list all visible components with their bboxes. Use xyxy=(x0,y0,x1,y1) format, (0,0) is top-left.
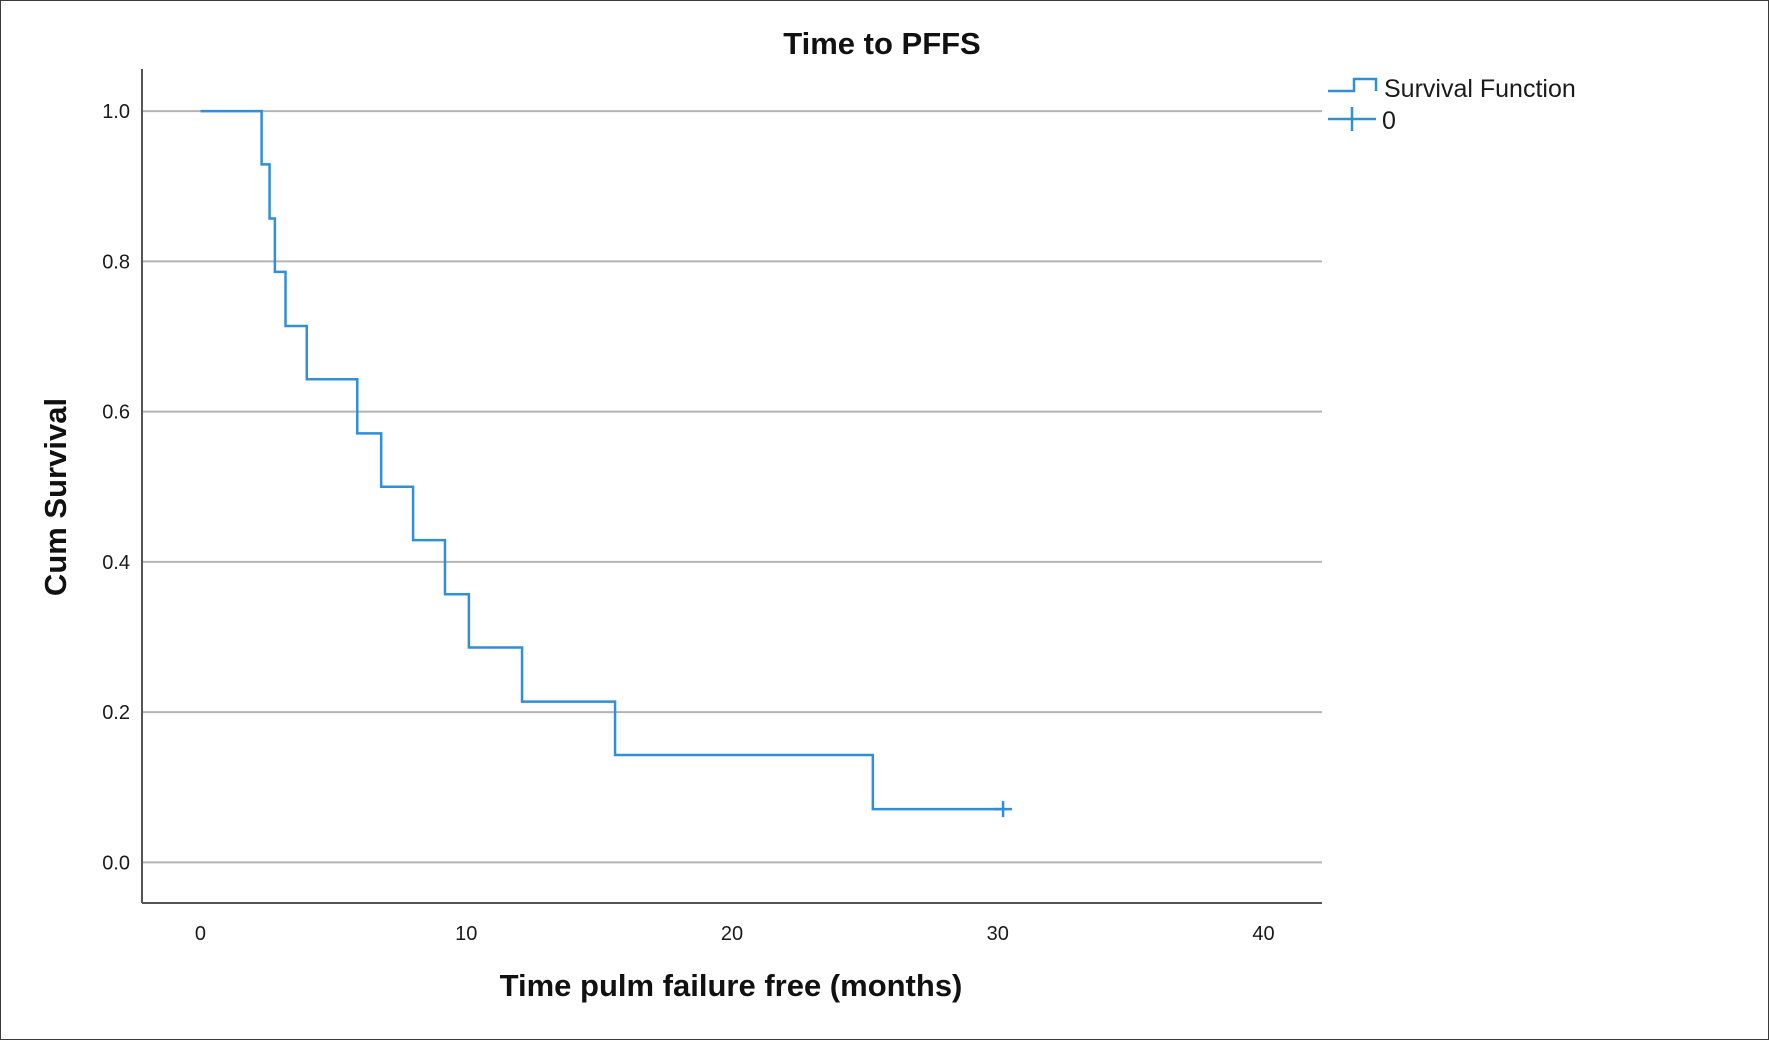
x-tick-label: 40 xyxy=(1252,923,1274,945)
x-tick-label: 0 xyxy=(195,923,206,945)
y-axis-title: Cum Survival xyxy=(38,398,73,596)
x-axis-title: Time pulm failure free (months) xyxy=(500,968,963,1003)
legend-label-censored: 0 xyxy=(1382,107,1396,135)
legend-label-survival-function: Survival Function xyxy=(1384,75,1576,103)
x-tick-label: 20 xyxy=(721,923,743,945)
y-tick-label: 0.8 xyxy=(102,251,130,273)
legend-censor-icon xyxy=(1328,107,1376,131)
legend-item-censored: 0 xyxy=(1328,107,1396,135)
survival-step-line xyxy=(200,109,1004,811)
x-tick-label: 10 xyxy=(455,923,477,945)
grid-lines xyxy=(142,110,1322,864)
chart-title: Time to PFFS xyxy=(783,26,981,61)
x-tick-labels: 0 10 20 30 40 xyxy=(195,923,1275,945)
x-tick-label: 30 xyxy=(987,923,1009,945)
legend-step-icon xyxy=(1328,77,1378,93)
legend-item-survival-function: Survival Function xyxy=(1328,75,1576,103)
censor-mark xyxy=(994,801,1013,818)
axes xyxy=(141,69,1322,904)
legend: Survival Function 0 xyxy=(1328,75,1576,135)
y-tick-label: 0.6 xyxy=(102,402,130,424)
y-tick-labels: 0.0 0.2 0.4 0.6 0.8 1.0 xyxy=(102,101,130,874)
y-tick-label: 0.2 xyxy=(102,702,130,724)
series xyxy=(200,109,1013,818)
y-tick-label: 0.0 xyxy=(102,852,130,874)
y-tick-label: 0.4 xyxy=(102,552,130,574)
y-tick-label: 1.0 xyxy=(102,101,130,123)
